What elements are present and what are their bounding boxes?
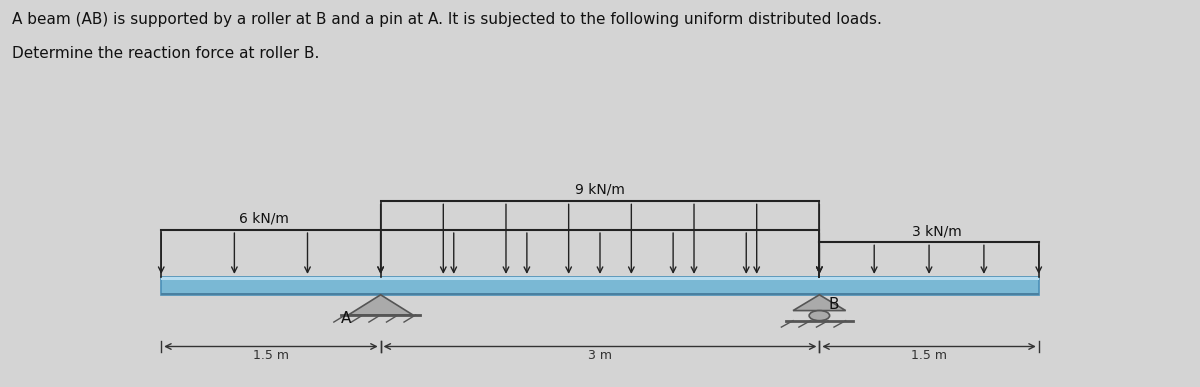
Polygon shape [348, 295, 413, 315]
Text: 1.5 m: 1.5 m [253, 349, 289, 362]
Text: A beam (AB) is supported by a roller at B and a pin at A. It is subjected to the: A beam (AB) is supported by a roller at … [12, 12, 882, 27]
Text: A: A [341, 311, 352, 326]
Text: 6 kN/m: 6 kN/m [239, 211, 288, 225]
Text: 3 m: 3 m [588, 349, 612, 362]
Circle shape [809, 311, 829, 321]
Text: B: B [828, 297, 839, 312]
Bar [161, 293, 1039, 295]
Bar [161, 277, 1039, 295]
Text: Determine the reaction force at roller B.: Determine the reaction force at roller B… [12, 46, 319, 62]
Bar [161, 277, 1039, 280]
Polygon shape [793, 295, 846, 311]
Text: 3 kN/m: 3 kN/m [912, 224, 961, 238]
Text: 1.5 m: 1.5 m [911, 349, 947, 362]
Text: 9 kN/m: 9 kN/m [575, 182, 625, 196]
